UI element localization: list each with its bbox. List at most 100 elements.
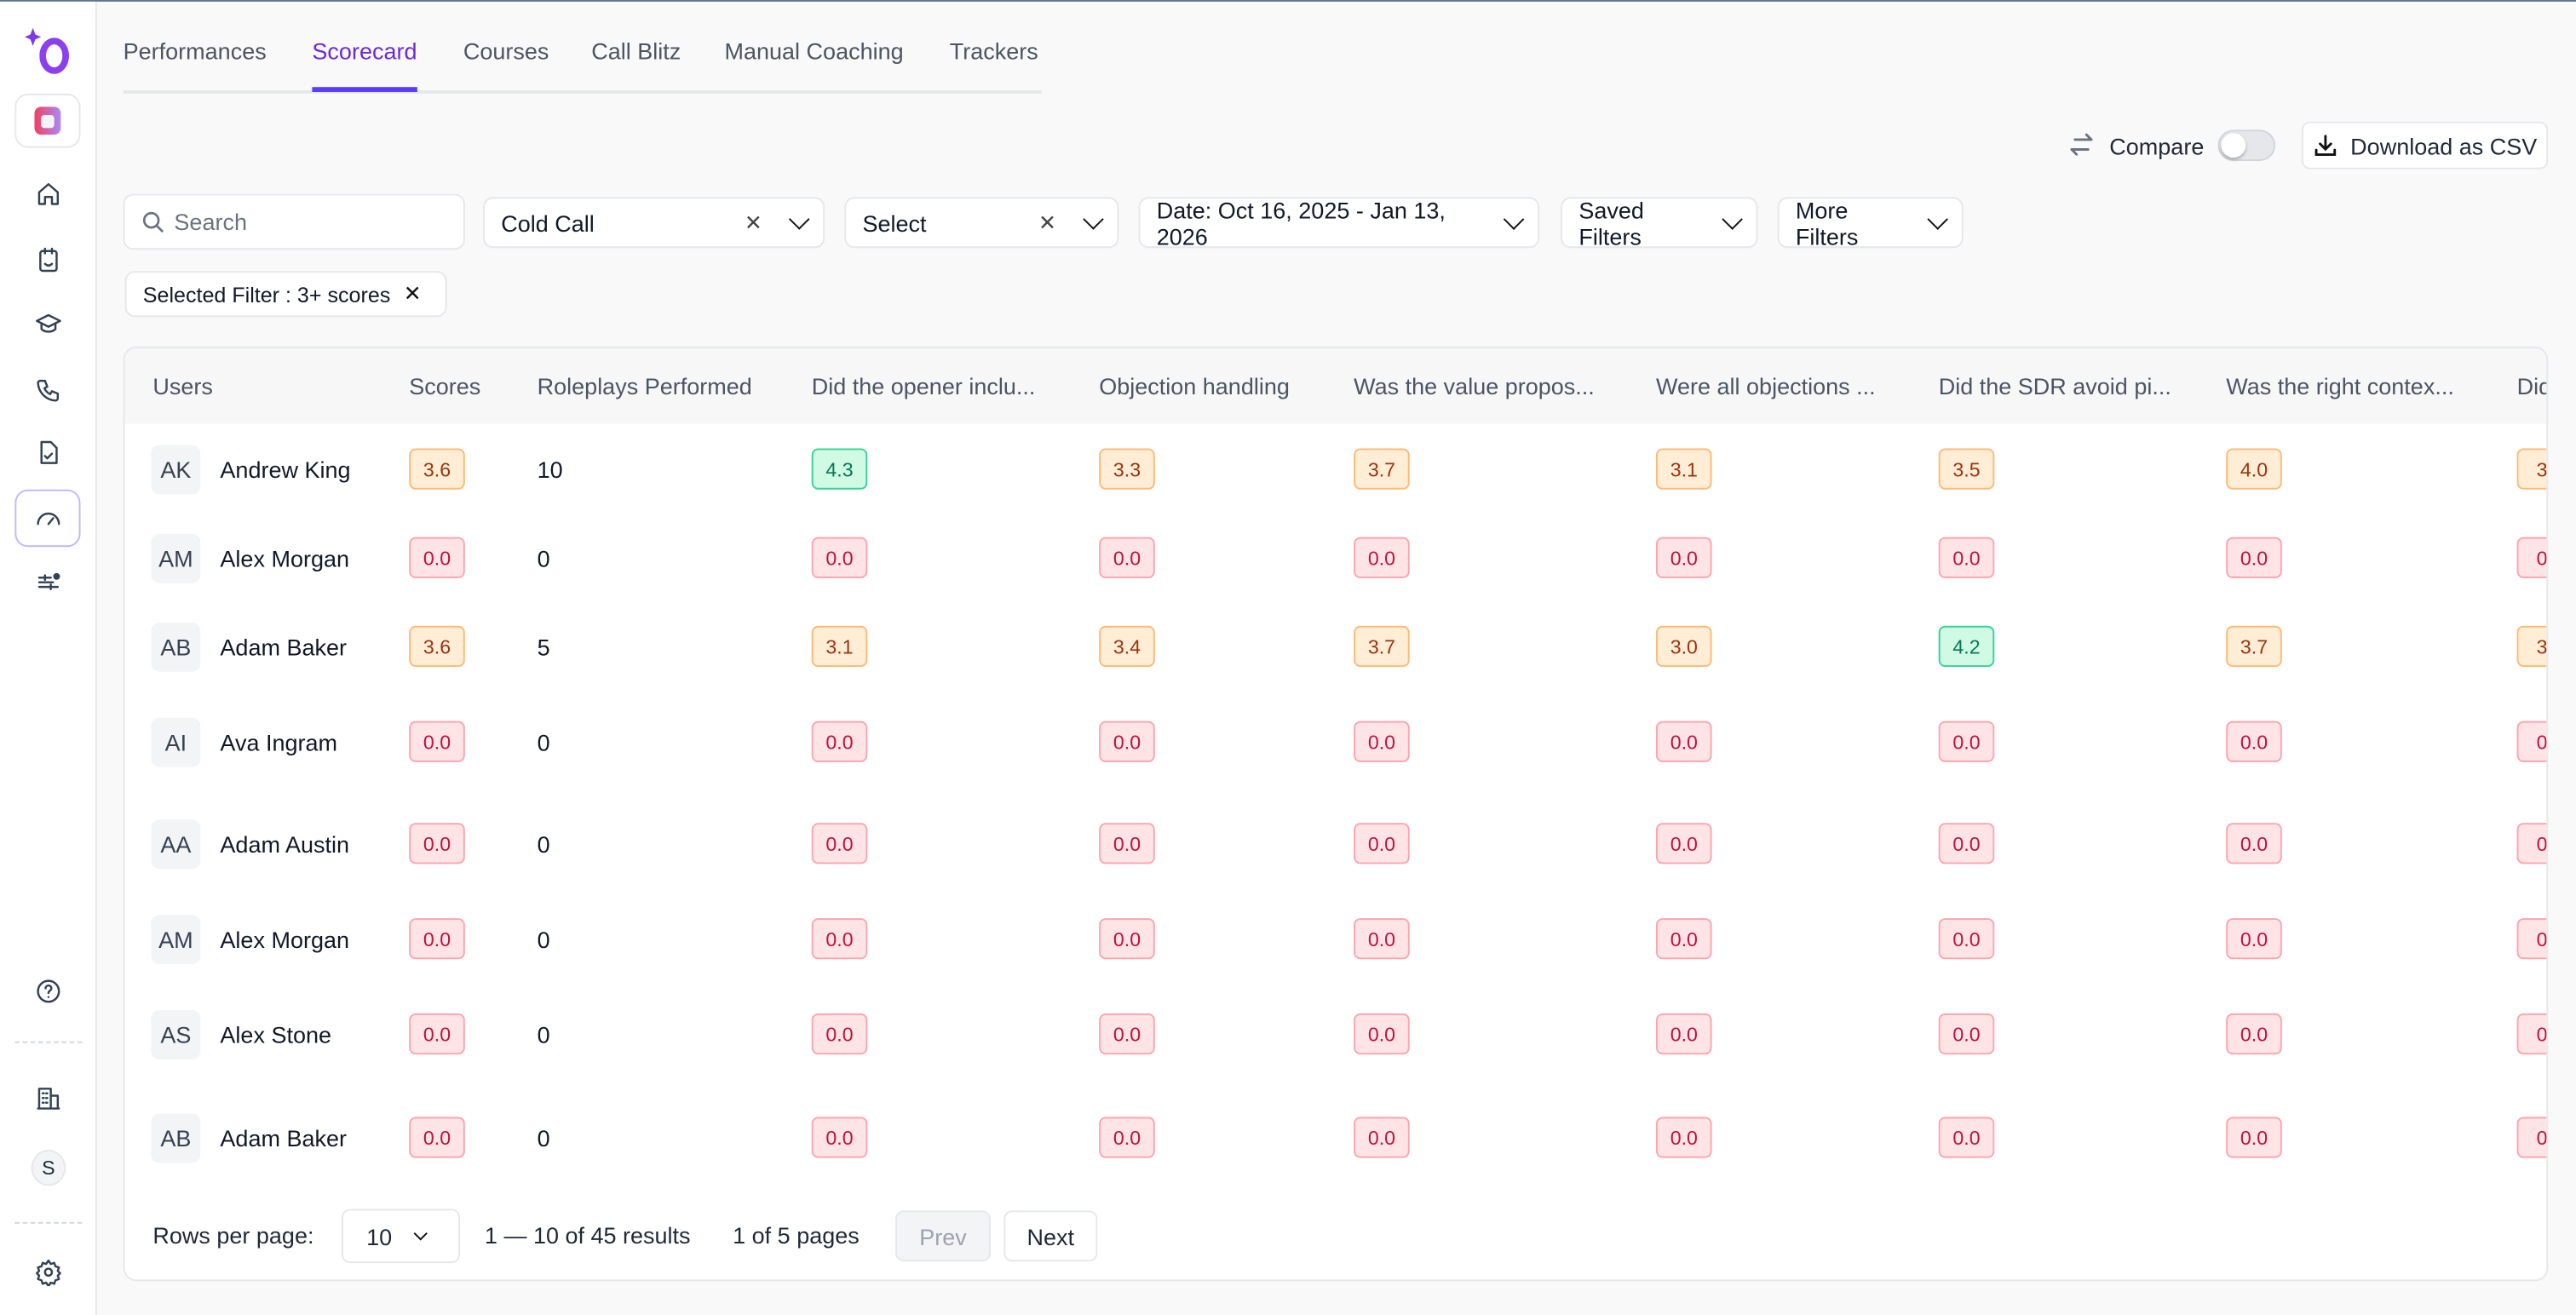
user-name[interactable]: Adam Baker — [220, 1125, 348, 1151]
user-name[interactable]: Adam Austin — [220, 830, 350, 858]
score-badge: 0.0 — [409, 823, 465, 864]
tab-manual-coaching[interactable]: Manual Coaching — [724, 37, 904, 65]
criterion-score-badge: 0.0 — [1655, 1013, 1712, 1055]
criterion-score-badge: 3.1 — [811, 625, 868, 667]
roleplays-count: 0 — [537, 729, 550, 756]
chevron-down-icon — [1504, 209, 1525, 230]
search-icon — [142, 211, 164, 233]
user-name[interactable]: Ava Ingram — [220, 729, 338, 756]
criterion-score-badge: 3.3 — [1099, 448, 1155, 490]
criterion-score-badge: 0.0 — [1099, 823, 1155, 864]
graduation-cap-icon[interactable] — [28, 304, 67, 343]
column-header[interactable]: Was the value propos... — [1354, 372, 1595, 399]
clear-icon[interactable]: ✕ — [1038, 209, 1057, 234]
download-csv-button[interactable]: Download as CSV — [2301, 121, 2549, 169]
criterion-score-badge: 0.0 — [2226, 721, 2282, 762]
column-header[interactable]: Were all objections ... — [1655, 372, 1876, 399]
saved-filters-button[interactable]: Saved Filters — [1561, 196, 1758, 249]
search-input[interactable]: Search — [123, 193, 465, 250]
phone-icon[interactable] — [28, 370, 67, 409]
criterion-score-badge: 0. — [2516, 721, 2547, 762]
criterion-score-badge: 0.0 — [811, 537, 868, 578]
secondary-select[interactable]: Select ✕ — [844, 197, 1119, 249]
prev-button[interactable]: Prev — [895, 1210, 991, 1262]
column-header[interactable]: Was the right contex... — [2226, 372, 2454, 399]
criterion-score-badge: 0.0 — [1938, 823, 1995, 864]
next-button[interactable]: Next — [1003, 1210, 1098, 1262]
tab-scorecard[interactable]: Scorecard — [312, 37, 417, 92]
user-name[interactable]: Adam Baker — [220, 634, 348, 661]
roleplays-count: 0 — [537, 545, 550, 572]
column-header[interactable]: Did the opener inclu... — [811, 372, 1036, 399]
building-icon[interactable] — [28, 1077, 67, 1117]
home-icon[interactable] — [28, 174, 67, 213]
user-avatar: AB — [151, 622, 201, 672]
roleplays-count: 0 — [537, 1021, 550, 1048]
table-row[interactable]: AB Adam Baker 3.6 5 3.1 3.4 3.7 3.0 4.2 3.7 3. — [125, 614, 2547, 680]
table-row[interactable]: AB Adam Baker 0.0 0 0.0 0.0 0.0 0.0 0.0 0.0 0. — [125, 1105, 2547, 1171]
swap-arrows-icon — [2070, 133, 2093, 156]
clear-icon[interactable]: ✕ — [744, 209, 762, 234]
calendar-icon[interactable] — [28, 240, 67, 279]
criterion-score-badge: 0.0 — [2226, 537, 2282, 578]
tab-trackers[interactable]: Trackers — [949, 37, 1038, 65]
call-type-select[interactable]: Cold Call ✕ — [482, 197, 825, 249]
user-name[interactable]: Andrew King — [220, 457, 351, 483]
table-header: Users Scores Roleplays Performed Did the op… — [124, 347, 2549, 424]
tab-courses[interactable]: Courses — [463, 37, 549, 65]
user-name[interactable]: Alex Morgan — [220, 545, 350, 572]
scorecard-nav-button[interactable] — [14, 489, 81, 548]
criterion-score-badge: 0.0 — [1354, 537, 1410, 578]
table-row[interactable]: AA Adam Austin 0.0 0 0.0 0.0 0.0 0.0 0.0 0.0 0. — [125, 812, 2547, 877]
ai-bot-button[interactable] — [14, 93, 81, 148]
column-header[interactable]: Users — [152, 372, 213, 399]
column-header[interactable]: Scores — [409, 372, 481, 399]
table-row[interactable]: AK Andrew King 3.6 10 4.3 3.3 3.7 3.1 3.5 4.0 3… — [125, 437, 2547, 502]
user-name[interactable]: Alex Morgan — [220, 926, 350, 953]
table-row[interactable]: AM Alex Morgan 0.0 0 0.0 0.0 0.0 0.0 0.0 0.0 0. — [125, 907, 2547, 973]
user-avatar[interactable]: S — [31, 1149, 66, 1186]
tab-performances[interactable]: Performances — [123, 37, 267, 65]
criterion-score-badge: 0.0 — [1938, 537, 1995, 578]
score-badge: 0.0 — [409, 1117, 465, 1158]
tab-call-blitz[interactable]: Call Blitz — [591, 37, 681, 65]
column-header[interactable]: Roleplays Performed — [537, 372, 752, 399]
table-row[interactable]: AI Ava Ingram 0.0 0 0.0 0.0 0.0 0.0 0.0 0.0 0. — [125, 709, 2547, 775]
remove-filter-icon[interactable]: ✕ — [403, 280, 422, 306]
criterion-score-badge: 0. — [2516, 918, 2547, 960]
criterion-score-badge: 3.7 — [1354, 448, 1410, 490]
date-filter-button[interactable]: Date: Oct 16, 2025 - Jan 13, 2026 — [1138, 196, 1540, 249]
column-header[interactable]: Did — [2516, 372, 2549, 399]
more-filters-button[interactable]: More Filters — [1777, 196, 1964, 249]
criterion-score-badge: 3.4 — [1099, 625, 1155, 667]
rows-per-page-label: Rows per page: — [152, 1221, 314, 1249]
compare-toggle[interactable] — [2217, 129, 2276, 161]
column-header[interactable]: Did the SDR avoid pi... — [1938, 372, 2171, 399]
criterion-score-badge: 0.0 — [1099, 1013, 1155, 1055]
user-avatar: AI — [151, 717, 201, 767]
table-row[interactable]: AM Alex Morgan 0.0 0 0.0 0.0 0.0 0.0 0.0 0.0 0. — [125, 525, 2547, 591]
user-name[interactable]: Alex Stone — [220, 1021, 332, 1048]
rows-per-page-select[interactable]: 10 — [342, 1209, 460, 1264]
gear-icon[interactable] — [28, 1252, 67, 1291]
score-badge: 0.0 — [409, 537, 465, 578]
roleplays-count: 0 — [537, 926, 550, 953]
table-row[interactable]: AS Alex Stone 0.0 0 0.0 0.0 0.0 0.0 0.0 0.0 0. — [125, 1002, 2547, 1067]
document-icon[interactable] — [28, 432, 67, 471]
sliders-icon[interactable] — [28, 562, 67, 601]
logo-icon[interactable] — [23, 25, 72, 78]
criterion-score-badge: 0.0 — [811, 721, 868, 762]
help-icon[interactable] — [28, 971, 67, 1010]
column-header[interactable]: Objection handling — [1099, 372, 1290, 399]
criterion-score-badge: 3.7 — [1354, 625, 1410, 667]
criterion-score-badge: 0.0 — [1099, 537, 1155, 578]
criterion-score-badge: 0.0 — [2226, 1117, 2282, 1158]
criterion-score-badge: 0.0 — [811, 1117, 868, 1158]
divider — [14, 1221, 83, 1224]
criterion-score-badge: 0.0 — [1655, 823, 1712, 864]
criterion-score-badge: 0.0 — [1354, 918, 1410, 960]
criterion-score-badge: 0.0 — [2226, 823, 2282, 864]
criterion-score-badge: 0.0 — [1099, 721, 1155, 762]
criterion-score-badge: 3.5 — [1938, 448, 1995, 490]
